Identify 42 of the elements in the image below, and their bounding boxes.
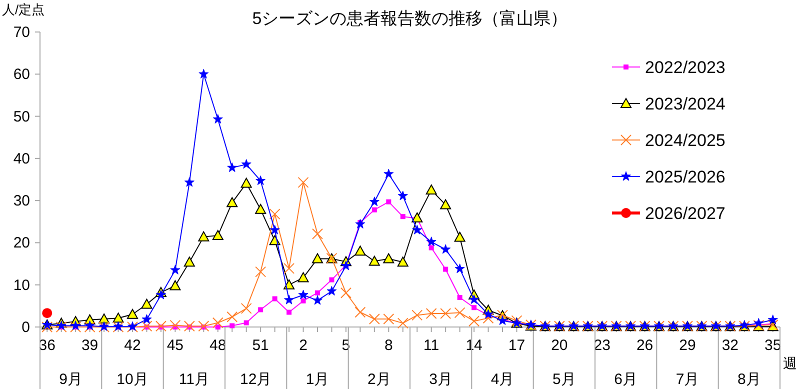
- y-tick-label: 50: [13, 108, 30, 126]
- x-tick-label: 17: [508, 337, 526, 354]
- x-tick-label: 51: [252, 337, 269, 354]
- ylabel: 人/定点: [2, 2, 45, 17]
- legend-label: 2023/2024: [645, 94, 726, 114]
- text: 3月: [429, 371, 453, 388]
- text: 7月: [676, 371, 700, 388]
- text: 9月: [59, 371, 83, 388]
- text: 5月: [552, 371, 576, 388]
- y-tick-label: 20: [13, 234, 30, 252]
- text: 11月: [178, 371, 210, 388]
- title: 5シーズンの患者報告数の推移（富山県）: [252, 9, 568, 28]
- x-tick-label: 42: [124, 337, 141, 354]
- text: 10月: [116, 371, 148, 388]
- x-tick-label: 29: [679, 337, 696, 354]
- y-tick-label: 60: [13, 66, 30, 84]
- text: 2月: [367, 371, 391, 388]
- x-tick-label: 39: [81, 337, 98, 354]
- x-tick-label: 26: [636, 337, 654, 354]
- text: 4月: [490, 371, 514, 388]
- y-tick-label: 70: [13, 24, 30, 41]
- x-tick-label: 45: [166, 337, 184, 354]
- x-tick-label: 36: [38, 337, 56, 354]
- legend-label: 2024/2025: [645, 131, 726, 150]
- xlabel: 週: [783, 355, 797, 371]
- legend-label: 2022/2023: [645, 58, 726, 77]
- x-tick-label: 8: [384, 337, 393, 354]
- text: 6月: [614, 371, 638, 388]
- x-tick-label: 14: [466, 337, 482, 354]
- x-tick-label: 20: [551, 337, 568, 354]
- y-tick-label: 30: [13, 192, 30, 210]
- legend-label: 2025/2026: [645, 168, 726, 186]
- x-tick-label: 32: [722, 337, 739, 354]
- y-tick-label: 40: [13, 150, 30, 168]
- text: 8月: [737, 371, 761, 388]
- legend-label: 2026/2027: [645, 204, 726, 223]
- y-tick-label: 0: [22, 319, 30, 336]
- x-tick-label: 11: [424, 337, 440, 354]
- text: 12月: [240, 371, 272, 388]
- text: 1月: [306, 371, 330, 388]
- x-tick-label: 2: [299, 337, 308, 354]
- y-tick-label: 10: [13, 276, 30, 294]
